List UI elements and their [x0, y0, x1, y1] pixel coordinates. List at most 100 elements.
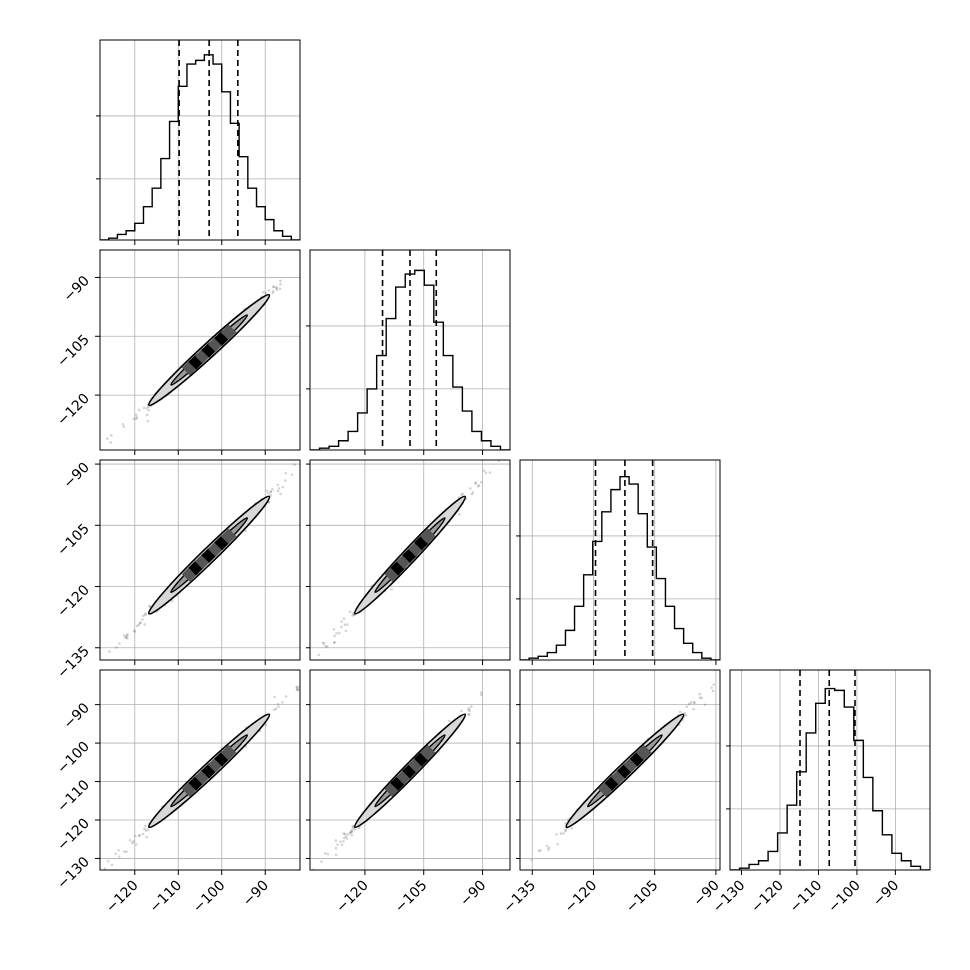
sample-point [106, 859, 110, 863]
sample-point [476, 485, 480, 488]
panel-frame [309, 249, 511, 451]
sample-point [126, 633, 129, 637]
sample-point [324, 644, 327, 648]
sample-point [678, 710, 682, 714]
sample-point [345, 837, 349, 840]
scatter-content [105, 264, 300, 444]
sample-point [125, 634, 129, 637]
sample-point [141, 618, 144, 621]
sample-point [279, 282, 282, 286]
sample-point [126, 636, 129, 640]
sample-point [537, 849, 541, 853]
sample-point [110, 863, 114, 867]
sample-point [344, 629, 348, 633]
sample-point [271, 487, 274, 491]
sample-point [333, 640, 336, 644]
sample-point [693, 701, 697, 705]
sample-point [118, 642, 121, 645]
panel-frame [729, 669, 931, 871]
sample-point [139, 621, 142, 624]
sample-point [711, 689, 715, 693]
histogram-step-line [520, 475, 720, 660]
sample-point [335, 631, 338, 635]
sample-point [357, 826, 361, 830]
sample-point [348, 610, 352, 614]
panel-frame [309, 459, 511, 661]
sample-point [271, 291, 275, 295]
sample-point [134, 413, 138, 417]
sample-point [340, 620, 343, 623]
sample-point [284, 472, 288, 475]
sample-point [272, 285, 275, 288]
sample-point [122, 634, 126, 637]
sample-point [559, 832, 563, 835]
sample-point [471, 491, 475, 494]
sample-point [703, 703, 707, 707]
sample-point [133, 630, 137, 633]
sample-point [109, 441, 113, 444]
sample-point [132, 417, 135, 421]
sample-point [293, 463, 296, 466]
scatter-content [530, 677, 720, 862]
sample-point [692, 707, 695, 711]
sample-point [317, 653, 321, 657]
histogram-panel-1 [306, 249, 511, 455]
sample-point [143, 827, 146, 831]
sample-point [115, 646, 118, 649]
sample-point [710, 686, 713, 690]
sample-point [350, 828, 354, 832]
sample-point [564, 822, 567, 825]
sample-point [103, 867, 107, 870]
sample-point [274, 286, 278, 290]
sample-point [269, 490, 273, 494]
sample-point [474, 482, 477, 485]
density-core-block [220, 744, 237, 761]
sample-point [689, 701, 693, 704]
sample-point [458, 513, 461, 516]
sample-point [276, 702, 280, 706]
sample-point [147, 408, 151, 412]
sample-point [700, 696, 703, 700]
scatter-content [103, 685, 300, 870]
sample-point [276, 483, 280, 487]
sample-point [133, 834, 137, 838]
sample-point [350, 833, 354, 837]
sample-point [274, 707, 278, 711]
sample-point [125, 850, 128, 854]
sample-point [121, 422, 125, 426]
histogram-panel-2 [516, 459, 721, 665]
sample-point [353, 828, 357, 831]
sample-point [131, 841, 134, 845]
sample-point [467, 707, 471, 710]
scatter-content [108, 463, 296, 653]
sample-point [128, 839, 132, 842]
sample-point [262, 290, 265, 294]
sample-point [470, 492, 474, 496]
sample-point [284, 479, 287, 482]
sample-point [296, 688, 300, 692]
sample-point [547, 846, 551, 849]
sample-point [295, 687, 299, 691]
panel-frame [99, 459, 301, 661]
sample-point [467, 708, 470, 712]
sample-point [322, 642, 326, 645]
sample-point [698, 696, 702, 699]
sample-point [132, 840, 135, 843]
sample-point [530, 858, 533, 862]
panel-frame [99, 669, 301, 871]
sample-point [117, 848, 120, 852]
sample-point [264, 723, 268, 726]
sample-point [269, 490, 273, 493]
scatter-panel-2-0: −90−105−120−135 [54, 459, 301, 682]
sample-point [321, 641, 325, 645]
sample-point [332, 627, 336, 631]
panel-frame [99, 39, 301, 241]
sample-point [474, 481, 478, 484]
sample-point [460, 493, 463, 497]
sample-point [145, 835, 149, 839]
sample-point [484, 471, 488, 475]
sample-point [144, 824, 147, 828]
sample-point [539, 849, 542, 852]
histogram-step-line [730, 687, 930, 870]
sample-point [275, 286, 278, 289]
